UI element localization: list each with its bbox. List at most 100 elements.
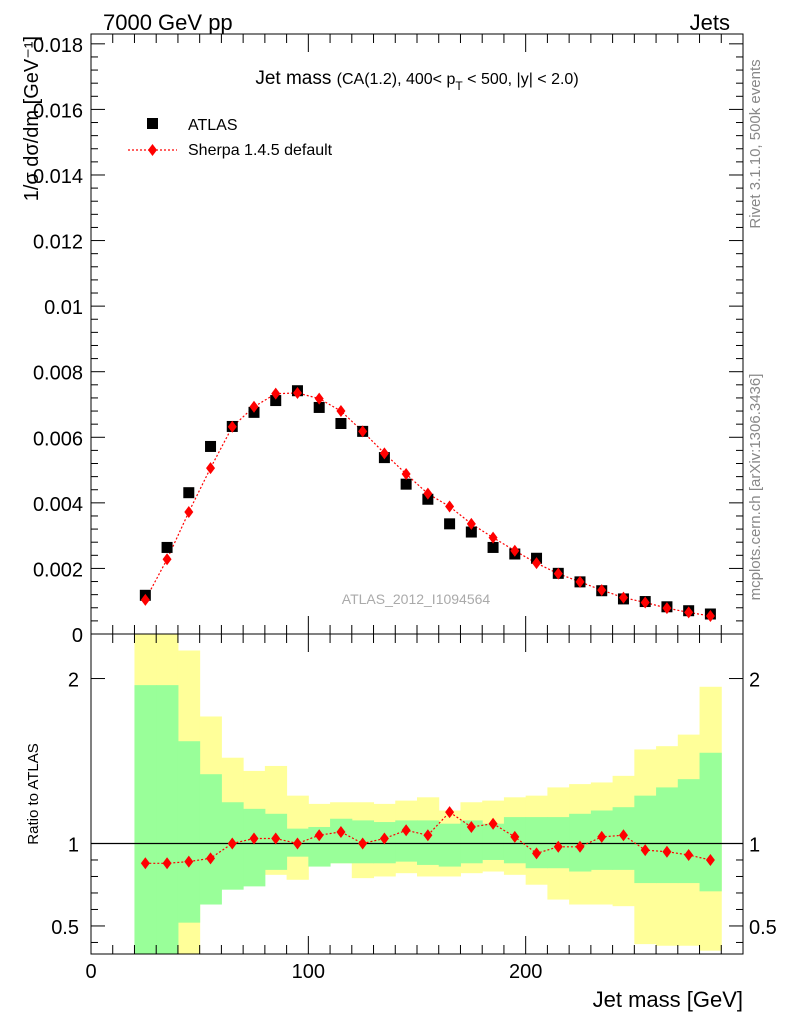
ratio-green-band [460, 820, 483, 864]
atlas-data-point [205, 440, 217, 452]
legend-sherpa-label: Sherpa 1.4.5 default [188, 142, 333, 159]
sherpa-data-point [162, 553, 172, 566]
sherpa-data-point [510, 544, 520, 557]
ratio-sherpa-point [314, 829, 324, 842]
header-energy-label: 7000 GeV pp [103, 10, 233, 35]
ratio-sherpa-point [618, 829, 628, 842]
ratio-sherpa-point [597, 830, 607, 843]
ratio-y-tick-label: 1 [68, 834, 79, 856]
plot-title-main: Jet mass [255, 68, 331, 89]
ratio-green-band [177, 741, 201, 923]
ratio-y-axis: 0.5 0.5 1 1 2 2 [51, 670, 777, 943]
ratio-y-tick-label: 2 [68, 670, 79, 692]
ratio-sherpa-point [488, 817, 498, 830]
plot-title-detail-sub: T [455, 79, 463, 93]
main-panel: 0 0.002 0.004 0.006 0.008 0.01 0.012 0.014 0.016… [21, 33, 744, 647]
atlas-data-point [335, 418, 347, 430]
ratio-uncertainty-bands [134, 634, 722, 954]
sherpa-data-point [466, 517, 476, 530]
ratio-x-axis: 0 100 200 [85, 634, 744, 983]
sherpa-data-point [423, 487, 433, 500]
ratio-sherpa-point [162, 857, 172, 870]
ratio-sherpa-point [358, 837, 368, 850]
ratio-sherpa-point [379, 832, 389, 845]
ratio-green-band [525, 817, 548, 869]
atlas-data-point [487, 541, 499, 553]
main-y-tick-label: 0.006 [33, 428, 83, 450]
sherpa-data-point [292, 387, 302, 400]
sherpa-data-point [618, 591, 628, 604]
sherpa-data-point [575, 575, 585, 588]
main-y-tick-label: 0.01 [44, 297, 83, 319]
ratio-sherpa-point [532, 847, 542, 860]
ratio-series-layer [140, 806, 715, 870]
ratio-green-band [308, 826, 331, 867]
main-series-layer [139, 385, 716, 622]
main-y-tick-label: 0.012 [33, 232, 83, 254]
ratio-sherpa-point [662, 845, 672, 858]
ratio-green-band [134, 685, 157, 954]
x-tick-label: 100 [292, 961, 325, 983]
main-y-tick-label: 0.018 [33, 35, 83, 57]
main-y-tick-label: 0.016 [33, 100, 83, 122]
main-y-tick-label: 0.002 [33, 559, 83, 581]
atlas-data-point [270, 395, 282, 407]
sherpa-data-point [488, 531, 498, 544]
ratio-y-tick-label-right: 1 [749, 834, 760, 856]
plot-title: Jet mass (CA(1.2), 400< pT < 500, |y| < … [255, 68, 578, 93]
ratio-sherpa-point [227, 837, 237, 850]
x-tick-label: 0 [85, 961, 96, 983]
sherpa-data-point [140, 593, 150, 606]
ratio-green-band [199, 774, 222, 905]
sherpa-data-point [684, 606, 694, 619]
main-y-tick-label: 0.004 [33, 494, 83, 516]
ratio-y-tick-label-right: 2 [749, 670, 760, 692]
ratio-y-tick-label-right: 0.5 [749, 917, 777, 939]
ratio-sherpa-point [423, 829, 433, 842]
ratio-sherpa-point [705, 853, 715, 866]
sherpa-data-point [249, 400, 259, 413]
ratio-sherpa-point [401, 824, 411, 837]
ratio-green-band [395, 820, 418, 862]
ratio-sherpa-point [575, 840, 585, 853]
sherpa-data-point [336, 405, 346, 418]
sherpa-data-point [184, 506, 194, 519]
ratio-green-band [438, 823, 461, 867]
main-y-tick-label: 0.014 [33, 166, 83, 188]
ratio-sherpa-point [140, 857, 150, 870]
atlas-data-point [161, 541, 173, 553]
analysis-watermark: ATLAS_2012_I1094564 [342, 591, 491, 607]
ratio-y-axis-label: Ratio to ATLAS [25, 743, 42, 844]
legend-atlas-marker [147, 118, 158, 129]
sherpa-data-point [445, 500, 455, 513]
sherpa-data-point [314, 392, 324, 405]
plot-title-detail-prefix: (CA(1.2), 400< p [337, 71, 456, 88]
sherpa-data-point [401, 468, 411, 480]
atlas-data-point [465, 526, 477, 538]
ratio-sherpa-point [510, 830, 520, 843]
sherpa-data-point [532, 557, 542, 570]
main-y-tick-label: 0 [72, 625, 83, 647]
ratio-sherpa-point [249, 832, 259, 845]
legend-sherpa-marker [148, 144, 157, 156]
main-y-axis-label: 1/σ dσ/dm [GeV⁻¹] [21, 36, 43, 201]
main-y-axis: 0 0.002 0.004 0.006 0.008 0.01 0.012 0.014 0.016… [33, 35, 743, 647]
atlas-data-point [183, 487, 195, 499]
ratio-green-band [417, 820, 440, 865]
sherpa-data-point [553, 567, 563, 580]
sherpa-data-point [379, 447, 389, 460]
x-axis-label: Jet mass [GeV] [593, 987, 743, 1012]
x-tick-label: 200 [509, 961, 542, 983]
ratio-green-band [156, 685, 179, 954]
rivet-version-label: Rivet 3.1.10, 500k events [747, 59, 764, 228]
ratio-y-tick-label: 0.5 [51, 917, 79, 939]
sherpa-data-point [358, 425, 368, 438]
atlas-data-point [313, 401, 325, 413]
ratio-sherpa-point [553, 840, 563, 853]
ratio-sherpa-point [271, 832, 281, 845]
sherpa-data-point [662, 602, 672, 615]
main-x-axis-ticks [90, 34, 744, 634]
legend: ATLAS Sherpa 1.4.5 default [128, 117, 333, 159]
sherpa-data-point [705, 609, 715, 622]
